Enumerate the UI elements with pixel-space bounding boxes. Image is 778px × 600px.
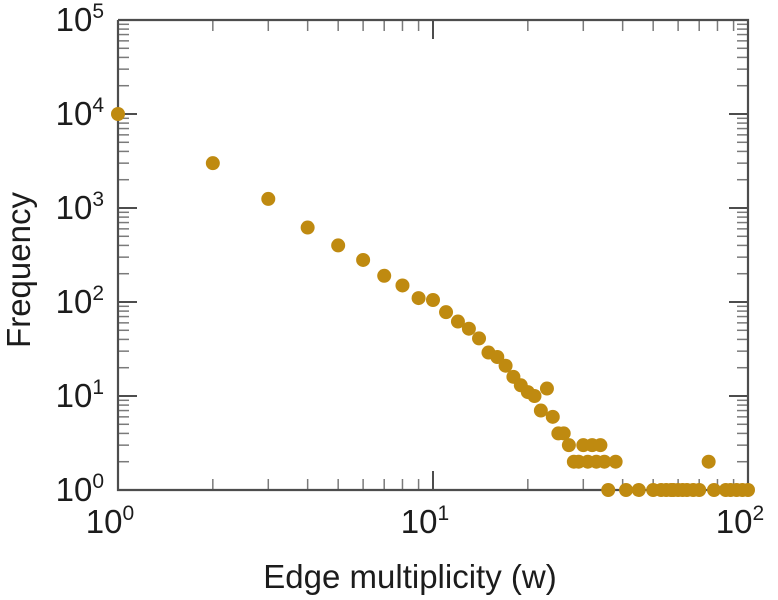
- y-tick-label: 100: [56, 470, 104, 508]
- y-tick-label: 104: [56, 94, 105, 132]
- data-point: [461, 321, 476, 336]
- data-point: [377, 268, 392, 283]
- data-point: [395, 278, 410, 293]
- data-point: [561, 438, 576, 453]
- data-point: [450, 314, 465, 329]
- data-point: [601, 483, 616, 497]
- data-point: [741, 483, 755, 497]
- x-tick-label: 101: [401, 502, 449, 540]
- data-point: [300, 220, 315, 235]
- data-point-group: [111, 107, 755, 497]
- data-point: [597, 454, 612, 469]
- data-point: [498, 358, 513, 373]
- y-axis-tick-labels: 105 104 103 102 101 100: [56, 0, 105, 508]
- data-point: [111, 107, 125, 121]
- y-tick-label: 101: [56, 376, 104, 414]
- data-point: [545, 409, 560, 424]
- data-point: [411, 291, 426, 306]
- data-point: [490, 349, 505, 364]
- data-point: [527, 389, 542, 403]
- data-point: [331, 238, 346, 253]
- data-point: [426, 293, 440, 308]
- data-point: [692, 483, 707, 497]
- data-point: [539, 381, 554, 396]
- data-point: [205, 156, 220, 171]
- data-point: [261, 191, 276, 206]
- y-axis-minor-ticks: [118, 23, 129, 463]
- x-tick-label: 100: [86, 502, 134, 540]
- y-tick-label: 105: [56, 0, 104, 38]
- data-point: [701, 454, 716, 469]
- axis-spine-top-right: [118, 18, 750, 490]
- data-point: [631, 483, 646, 497]
- x-axis-top-minor-ticks: [212, 20, 735, 31]
- y-axis-title: Frequency: [0, 192, 37, 348]
- data-point: [356, 252, 371, 267]
- data-point: [533, 403, 548, 418]
- axis-spine-left-bottom: [116, 20, 748, 492]
- data-point: [608, 454, 623, 469]
- x-axis-tick-labels: 100 101 102: [86, 502, 764, 540]
- data-point: [472, 331, 487, 346]
- x-tick-label: 102: [716, 502, 764, 540]
- data-point: [593, 438, 608, 453]
- x-axis-title: Edge multiplicity (w): [263, 558, 556, 595]
- data-point: [619, 483, 634, 497]
- y-tick-label: 102: [56, 282, 104, 320]
- data-point: [439, 305, 454, 320]
- data-point: [556, 426, 571, 441]
- y-tick-label: 103: [56, 188, 104, 226]
- y-axis-right-minor-ticks: [737, 23, 748, 463]
- data-point: [707, 483, 722, 497]
